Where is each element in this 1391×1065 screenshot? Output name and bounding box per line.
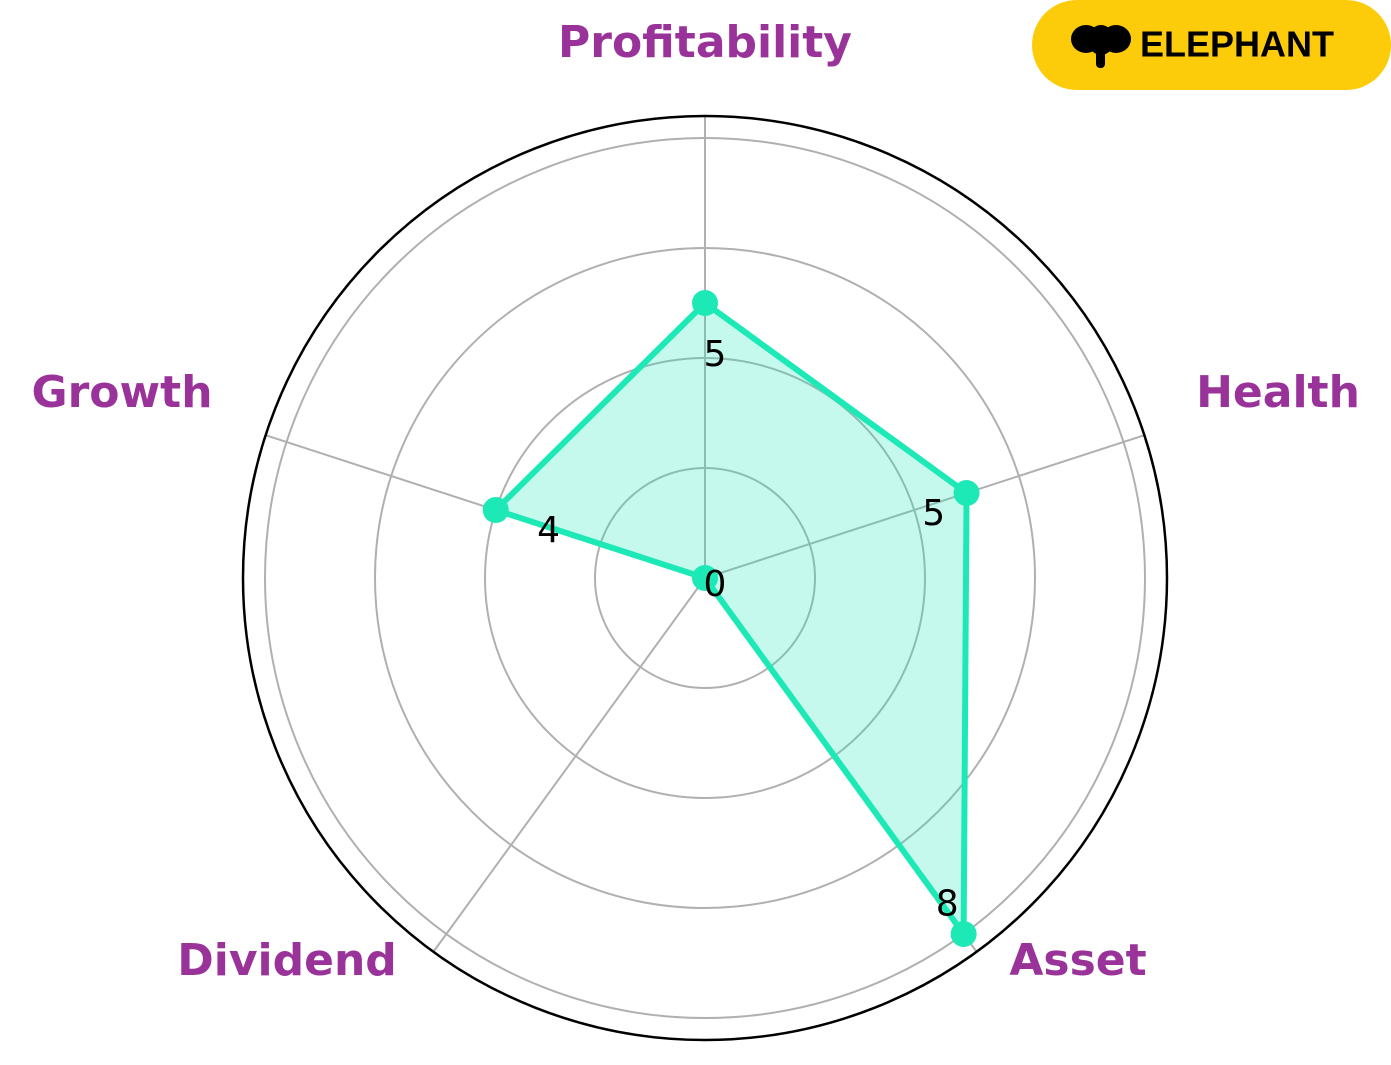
value-label: 0 xyxy=(704,564,727,605)
data-point xyxy=(482,497,509,524)
category-label: Asset xyxy=(1009,935,1146,986)
category-label: Dividend xyxy=(177,935,397,986)
spoke xyxy=(704,434,1145,579)
data-point xyxy=(692,565,718,591)
category-label: Health xyxy=(1196,367,1360,418)
outer-frame xyxy=(241,114,1169,1042)
logo-text: ELEPHANT xyxy=(1140,24,1334,65)
value-label: 5 xyxy=(922,493,945,534)
logo: ELEPHANT xyxy=(1032,0,1391,90)
data-area xyxy=(492,300,970,937)
category-label: Growth xyxy=(31,367,212,418)
logo-badge xyxy=(1032,0,1391,90)
value-label: 4 xyxy=(537,510,560,551)
data-point xyxy=(950,920,977,947)
data-point xyxy=(692,290,718,316)
spoke xyxy=(432,577,706,953)
data-point xyxy=(953,480,980,507)
value-label: 5 xyxy=(704,334,727,375)
value-label: 8 xyxy=(936,884,959,925)
logo-icon xyxy=(1071,25,1131,68)
category-label: Profitability xyxy=(558,17,852,68)
